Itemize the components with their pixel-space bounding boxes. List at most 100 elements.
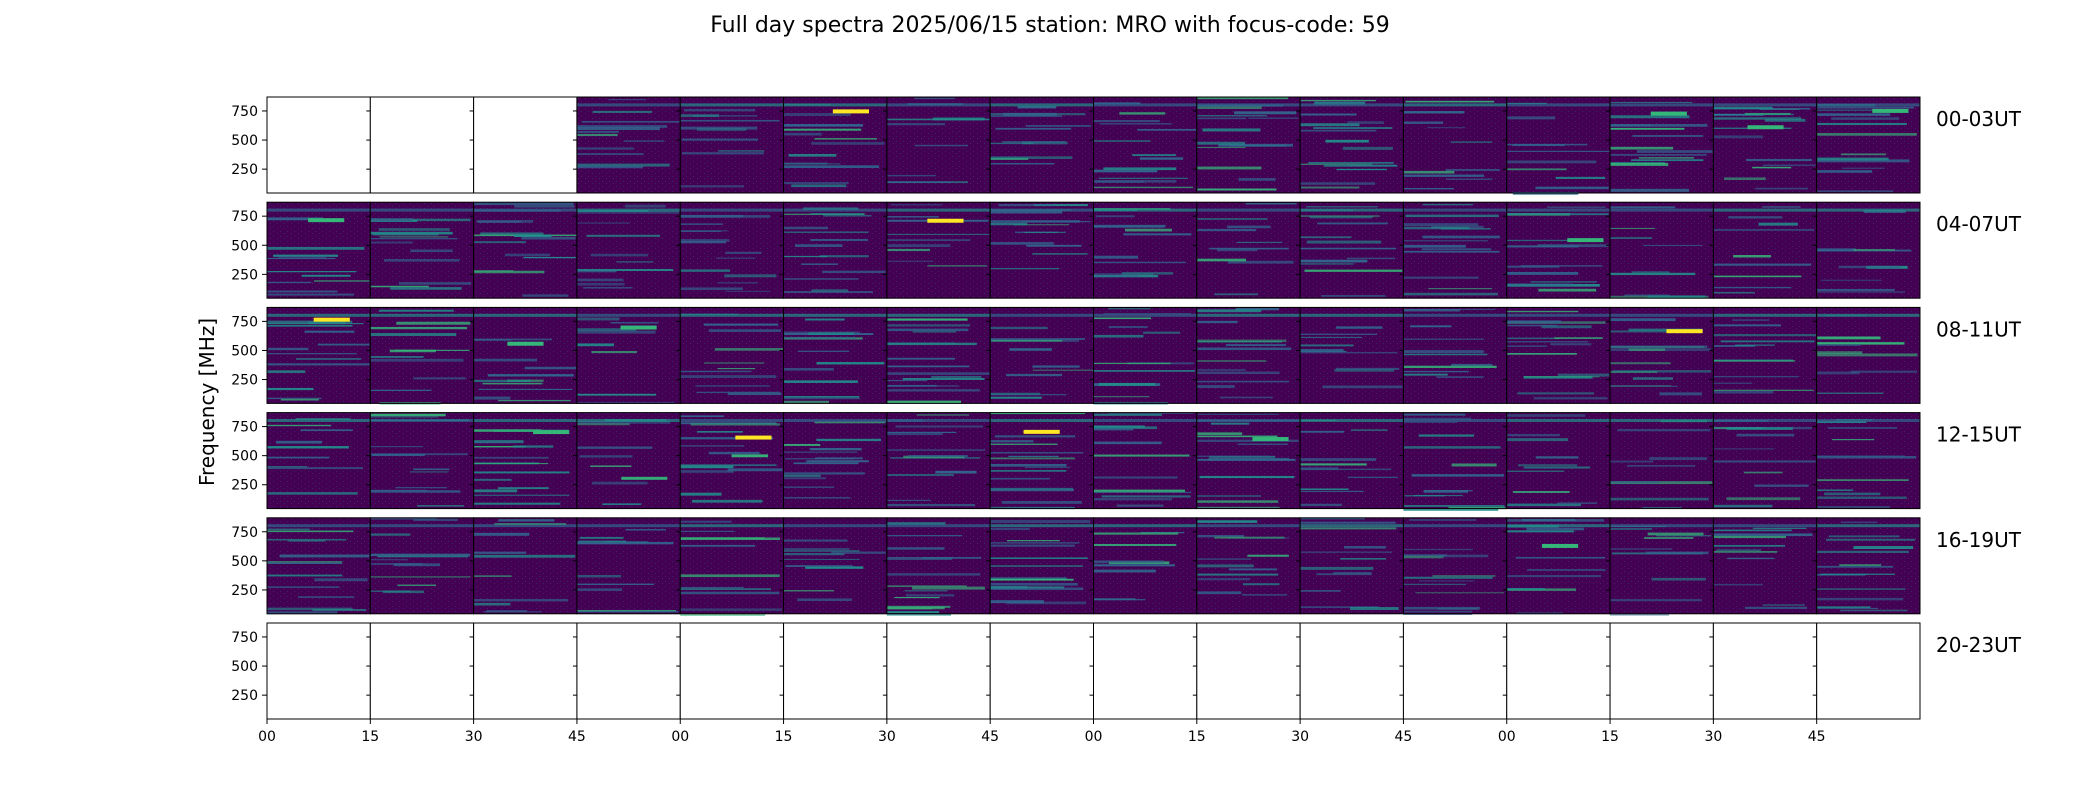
- spectrum-panel: [576, 412, 681, 510]
- y-tick-label: 750: [231, 420, 258, 436]
- spectrum-panel: [1196, 306, 1301, 404]
- y-tick-label: 750: [231, 104, 258, 120]
- spectrum-panel: [369, 412, 475, 510]
- spectrum-panel: [1609, 412, 1714, 510]
- spectrum-panel: [576, 306, 681, 404]
- spectrum-panel: [1402, 201, 1508, 299]
- spectrum-panel: [886, 306, 991, 404]
- spectrum-panel: [989, 201, 1094, 299]
- spectrum-panel: [369, 517, 475, 615]
- y-tick-label: 250: [231, 583, 258, 599]
- empty-panel: [1299, 622, 1404, 720]
- spectrum-panel: [1093, 96, 1198, 194]
- spectrum-panel: [369, 306, 475, 405]
- spectra-row: 250 500 750 12-15UT: [231, 412, 2022, 511]
- spectra-row: 250 500 750 20-23UT: [231, 622, 2022, 720]
- y-tick-label: 250: [231, 162, 258, 178]
- row-label: 08-11UT: [1936, 317, 2022, 341]
- x-tick-label: 30: [878, 729, 896, 745]
- y-tick-label: 500: [231, 133, 258, 149]
- spectrum-panel: [1506, 306, 1611, 404]
- spectrum-panel: [1299, 96, 1404, 194]
- empty-panel: [886, 622, 991, 720]
- spectrum-panel: [1712, 96, 1818, 194]
- spectrum-panel: [1712, 412, 1818, 510]
- spectrum-panel: [783, 412, 888, 510]
- spectra-row: 250 500 750 04-07UT: [231, 201, 2022, 299]
- empty-panel: [1609, 622, 1714, 720]
- y-tick-label: 750: [231, 209, 258, 225]
- spectrum-panel: [886, 96, 991, 194]
- x-tick-label: 00: [258, 729, 276, 745]
- spectrum-panel: [783, 201, 888, 299]
- spectrum-panel: [679, 306, 785, 404]
- x-axis-ticks: 00 15 30 45 00 15 30 45 00 15 30 45 00 15 30 45: [258, 719, 1826, 745]
- y-axis-label: Frequency [MHz]: [195, 318, 219, 486]
- y-tick-label: 250: [231, 373, 258, 389]
- spectrum-panel: [783, 96, 888, 194]
- y-tick-label: 750: [231, 314, 258, 330]
- spectrum-panel: [1299, 412, 1404, 510]
- y-tick-label: 250: [231, 267, 258, 283]
- empty-panel: [266, 622, 371, 720]
- y-tick-label: 500: [231, 554, 258, 570]
- empty-panel: [576, 622, 681, 720]
- empty-panel: [1712, 622, 1818, 720]
- spectra-rows: 250 500 750 00-03UT 250 500 750 04-07UT 250 500 75…: [231, 96, 2022, 720]
- spectrum-panel: [473, 306, 578, 404]
- spectrum-panel: [783, 306, 888, 404]
- spectrum-panel: [1402, 306, 1508, 404]
- row-label: 12-15UT: [1936, 423, 2022, 447]
- spectrum-panel: [1816, 306, 1921, 404]
- spectrum-panel: [989, 412, 1094, 510]
- spectrum-panel: [1712, 306, 1818, 404]
- spectrum-panel: [1196, 517, 1301, 615]
- spectrum-panel: [266, 517, 371, 615]
- empty-panel: [783, 622, 888, 720]
- empty-panel: [989, 622, 1094, 720]
- spectrum-panel: [679, 517, 785, 616]
- empty-panel: [369, 96, 475, 194]
- empty-panel: [1816, 622, 1921, 720]
- x-tick-label: 00: [671, 729, 689, 745]
- spectra-row: 250 500 750 08-11UT: [231, 306, 2022, 405]
- x-tick-label: 15: [1601, 729, 1619, 745]
- spectrum-panel: [783, 517, 888, 615]
- empty-panel: [1506, 622, 1611, 720]
- spectrum-panel: [1712, 201, 1818, 299]
- spectrum-panel: [989, 306, 1094, 404]
- spectrum-panel: [1609, 517, 1714, 616]
- spectrum-panel: [473, 201, 578, 299]
- spectrum-panel: [369, 201, 475, 299]
- spectrum-panel: [1506, 96, 1611, 195]
- spectrum-panel: [1816, 96, 1921, 194]
- spectrum-panel: [1402, 96, 1508, 194]
- spectrum-panel: [1196, 96, 1301, 194]
- y-tick-label: 250: [231, 478, 258, 494]
- x-tick-label: 15: [361, 729, 379, 745]
- spectrum-panel: [1712, 517, 1818, 615]
- spectrum-panel: [1402, 517, 1508, 615]
- spectrum-panel: [1402, 412, 1508, 511]
- spectrum-panel: [576, 96, 681, 194]
- spectra-row: 250 500 750 00-03UT: [231, 96, 2022, 195]
- spectrum-panel: [1609, 201, 1714, 299]
- spectrum-panel: [1299, 201, 1404, 299]
- x-tick-label: 30: [1291, 729, 1309, 745]
- spectrum-panel: [679, 96, 785, 194]
- x-tick-label: 30: [465, 729, 483, 745]
- x-tick-label: 45: [981, 729, 999, 745]
- x-tick-label: 45: [1808, 729, 1826, 745]
- row-label: 16-19UT: [1936, 528, 2022, 552]
- x-tick-label: 15: [1188, 729, 1206, 745]
- spectrum-panel: [1093, 517, 1198, 615]
- spectrum-panel: [1196, 412, 1301, 510]
- y-tick-label: 250: [231, 688, 258, 704]
- x-tick-label: 30: [1704, 729, 1722, 745]
- spectrum-panel: [473, 517, 578, 615]
- spectrum-panel: [886, 412, 991, 510]
- spectrum-panel: [576, 517, 681, 615]
- empty-panel: [266, 96, 371, 194]
- spectrum-panel: [1299, 517, 1404, 615]
